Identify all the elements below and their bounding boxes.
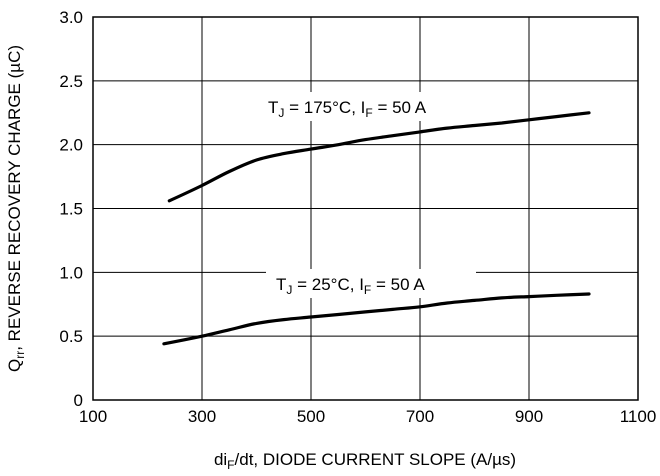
annotation-25c: TJ = 25°C, IF = 50 A	[276, 275, 425, 297]
annotation-175c: TJ = 175°C, IF = 50 A	[268, 98, 427, 120]
x-tick-label: 1100	[620, 407, 657, 426]
y-tick-label: 1.0	[59, 263, 83, 282]
x-tick-label: 900	[515, 407, 543, 426]
series-annotations: TJ = 175°C, IF = 50 A TJ = 25°C, IF = 50 …	[258, 92, 476, 298]
y-tick-label: 3.0	[59, 8, 83, 27]
x-tick-labels: 100 300 500 700 900 1100	[79, 407, 656, 426]
y-tick-label: 0	[74, 391, 83, 410]
y-tick-labels: 0 0.5 1.0 1.5 2.0 2.5 3.0	[59, 8, 83, 410]
y-tick-label: 0.5	[59, 327, 83, 346]
curve-25c	[162, 292, 591, 346]
annotation-background	[266, 269, 476, 298]
curve-175c	[167, 111, 591, 203]
curves	[162, 111, 591, 346]
y-tick-label: 2.0	[59, 136, 83, 155]
plot-frame	[92, 16, 639, 401]
y-axis-title: Qrr, REVERSE RECOVERY CHARGE (µC)	[5, 45, 27, 372]
y-tick-label: 2.5	[59, 72, 83, 91]
x-tick-label: 700	[406, 407, 434, 426]
y-tick-label: 1.5	[59, 200, 83, 219]
x-tick-label: 100	[79, 407, 107, 426]
x-tick-label: 300	[188, 407, 216, 426]
annotation-background	[258, 92, 476, 121]
x-tick-label: 500	[297, 407, 325, 426]
x-axis-title: diF/dt, DIODE CURRENT SLOPE (A/µs)	[214, 450, 516, 472]
